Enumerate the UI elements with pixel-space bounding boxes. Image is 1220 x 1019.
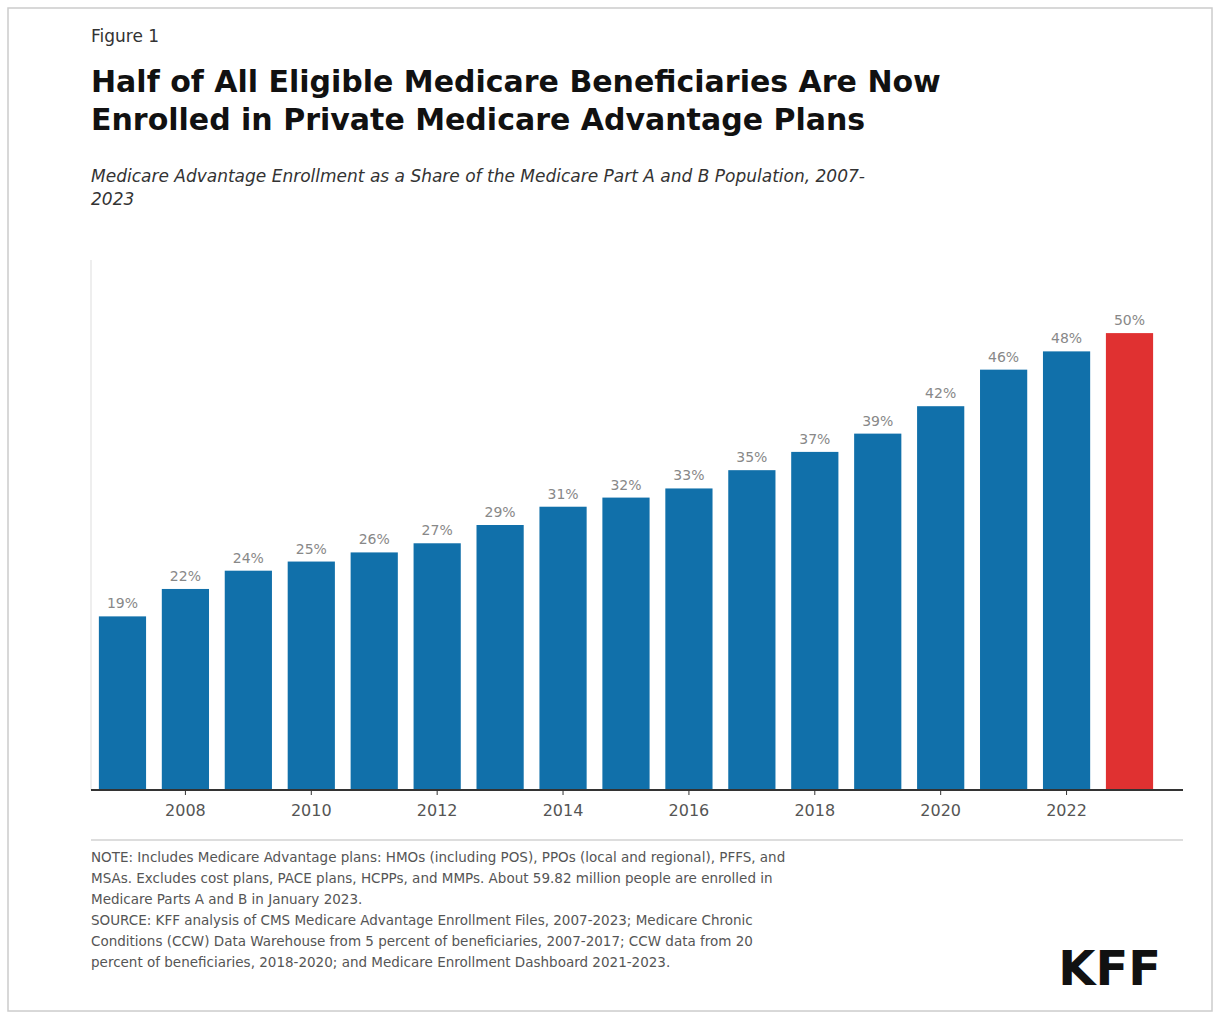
x-tick-label: 2016 [669,801,710,820]
text-line: NOTE: Includes Medicare Advantage plans:… [91,849,785,865]
text-line: KFF [1058,940,1161,996]
x-tick-label: 2014 [543,801,584,820]
bar [665,488,712,790]
note: NOTE: Includes Medicare Advantage plans:… [91,849,785,970]
data-label: 35% [736,449,767,465]
x-tick-label: 2018 [794,801,835,820]
text-line: Figure 1 [91,26,159,46]
bar [1043,351,1090,790]
x-tick [688,790,689,795]
bar [602,498,649,790]
x-tick-label: 2010 [291,801,332,820]
data-label: 19% [107,595,138,611]
x-tick [940,790,941,795]
bar [414,543,461,790]
data-label: 22% [170,568,201,584]
data-label: 25% [296,541,327,557]
x-tick [437,790,438,795]
text-line: percent of beneficiaries, 2018-2020; and… [91,954,670,970]
bar [477,525,524,790]
data-label: 48% [1051,330,1082,346]
x-tick [1066,790,1067,795]
separator [91,840,1183,841]
text-line: SOURCE: KFF analysis of CMS Medicare Adv… [91,912,753,928]
data-labels: 19% 22% 24% 25% 26% 27% 29% 31% 32% 33% 35% 37% 39% 4… [107,312,1145,611]
bar [917,406,964,790]
data-label: 31% [547,486,578,502]
text-line: Enrolled in Private Medicare Advantage P… [91,102,865,137]
x-tick [311,790,312,795]
data-label: 37% [799,431,830,447]
title: Half of All Eligible Medicare Beneficiar… [91,64,941,137]
data-label: 50% [1114,312,1145,328]
background [0,0,1220,1019]
bar [791,452,838,790]
x-tick [185,790,186,795]
bars [99,333,1153,790]
bar [854,434,901,790]
bar [728,470,775,790]
text-line: Conditions (CCW) Data Warehouse from 5 p… [91,933,753,949]
data-label: 46% [988,349,1019,365]
data-label: 39% [862,413,893,429]
bar [162,589,209,790]
x-tick [563,790,564,795]
x-axis-line [91,789,1183,791]
text-line: Medicare Parts A and B in January 2023. [91,891,362,907]
axes: 2008 2010 2012 2014 2016 2018 2020 2022 [91,260,1183,820]
data-label: 27% [422,522,453,538]
data-label: 24% [233,550,264,566]
x-tick-label: 2022 [1046,801,1087,820]
border [8,8,1212,1011]
data-label: 33% [673,467,704,483]
bar [980,370,1027,790]
bar [351,552,398,790]
x-tick-label: 2012 [417,801,458,820]
figure-label: Figure 1 [91,26,159,46]
subtitle: Medicare Advantage Enrollment as a Share… [91,166,865,209]
chart: Figure 1 Half of All Eligible Medicare Be… [0,0,1220,1019]
data-label: 42% [925,385,956,401]
logo: KFF [1058,940,1161,996]
text-line: Half of All Eligible Medicare Beneficiar… [91,64,941,99]
bar [288,562,335,790]
text-line: Medicare Advantage Enrollment as a Share… [91,166,865,186]
x-tick-label: 2008 [165,801,206,820]
bar [225,571,272,790]
x-tick [814,790,815,795]
y-axis-line [91,260,92,790]
text-line: MSAs. Excludes cost plans, PACE plans, H… [91,870,773,886]
text-line: 2023 [91,189,134,209]
bar [1106,333,1153,790]
bar [539,507,586,790]
bar [99,616,146,790]
data-label: 29% [485,504,516,520]
data-label: 32% [610,477,641,493]
x-tick-label: 2020 [920,801,961,820]
data-label: 26% [359,531,390,547]
